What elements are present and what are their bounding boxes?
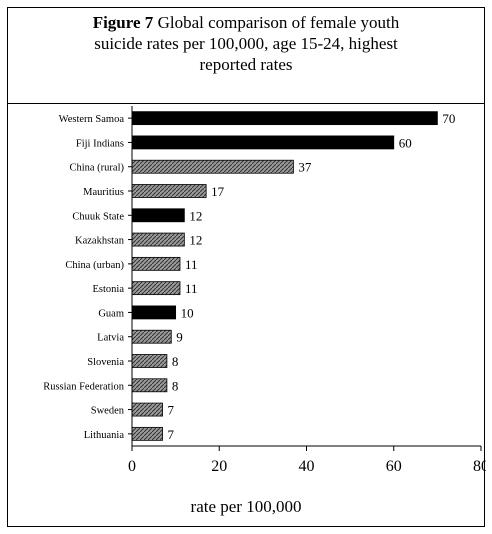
bars-layer: 70 60 37 17 12 12 11 11 10 9 8 8 7 7 bbox=[131, 111, 455, 442]
bar bbox=[131, 281, 181, 296]
bar-value-label: 70 bbox=[442, 111, 455, 126]
category-label: Western Samoa bbox=[59, 114, 125, 125]
category-label: Kazakhstan bbox=[75, 236, 125, 247]
category-label: Estonia bbox=[93, 284, 125, 295]
category-label: China (rural) bbox=[69, 163, 124, 174]
bar-value-label: 12 bbox=[189, 208, 202, 223]
bar-value-label: 37 bbox=[298, 160, 312, 175]
x-tick-label: 60 bbox=[386, 458, 402, 475]
category-label: Lithuania bbox=[84, 430, 125, 441]
chart-title-line-1: Figure 7 Global comparison of female you… bbox=[8, 12, 484, 33]
x-tick-label: 40 bbox=[299, 458, 315, 475]
bar-value-label: 7 bbox=[168, 427, 175, 442]
category-label: Sweden bbox=[91, 406, 125, 417]
category-label: Russian Federation bbox=[43, 381, 125, 392]
bar-value-label: 60 bbox=[399, 135, 412, 150]
bar-value-label: 7 bbox=[168, 403, 175, 418]
bar-value-label: 12 bbox=[189, 233, 202, 248]
figure-frame: Figure 7 Global comparison of female you… bbox=[7, 7, 486, 527]
bar bbox=[131, 111, 438, 126]
category-label: Latvia bbox=[97, 333, 124, 344]
bar bbox=[131, 159, 294, 174]
category-label: Slovenia bbox=[87, 357, 124, 368]
x-tick-label: 20 bbox=[211, 458, 227, 475]
bar-chart: 70 60 37 17 12 12 11 11 10 9 8 8 7 7 0 20 40 60 80 Western… bbox=[43, 106, 486, 475]
bar bbox=[131, 256, 181, 271]
chart-title-text-1: Global comparison of female youth bbox=[157, 13, 400, 32]
x-tick-label: 0 bbox=[128, 458, 136, 475]
bar bbox=[131, 232, 185, 247]
bar-value-label: 9 bbox=[176, 330, 183, 345]
category-label: Chuuk State bbox=[72, 211, 124, 222]
bar bbox=[131, 426, 163, 441]
x-tick-label: 80 bbox=[473, 458, 486, 475]
bar bbox=[131, 329, 172, 344]
chart-title-box: Figure 7 Global comparison of female you… bbox=[8, 8, 484, 104]
axes-layer: 0 20 40 60 80 Western Samoa Fiji Indians China … bbox=[43, 106, 486, 475]
chart-title-line-2: suicide rates per 100,000, age 15-24, hi… bbox=[94, 34, 398, 53]
category-label: Fiji Indians bbox=[76, 138, 124, 149]
category-label: Mauritius bbox=[83, 187, 124, 198]
category-label: Guam bbox=[98, 308, 124, 319]
bar-value-label: 11 bbox=[185, 257, 198, 272]
bar-value-label: 17 bbox=[211, 184, 225, 199]
bar bbox=[131, 305, 177, 320]
bar-value-label: 11 bbox=[185, 281, 198, 296]
bar bbox=[131, 378, 168, 393]
x-axis-label: rate per 100,000 bbox=[190, 497, 302, 516]
bar bbox=[131, 354, 168, 368]
bar-value-label: 10 bbox=[181, 305, 194, 320]
bar-value-label: 8 bbox=[172, 354, 179, 369]
figure-label: Figure 7 bbox=[92, 13, 154, 32]
bar bbox=[131, 184, 207, 198]
bar bbox=[131, 135, 395, 150]
bar-value-label: 8 bbox=[172, 378, 179, 393]
bar bbox=[131, 402, 163, 417]
bar bbox=[131, 208, 185, 223]
chart-title-line-3: reported rates bbox=[199, 55, 293, 74]
category-label: China (urban) bbox=[65, 260, 124, 271]
